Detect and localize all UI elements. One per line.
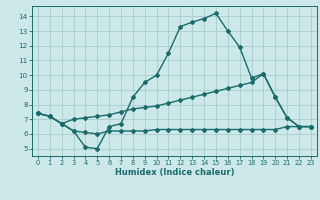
X-axis label: Humidex (Indice chaleur): Humidex (Indice chaleur) [115, 168, 234, 177]
